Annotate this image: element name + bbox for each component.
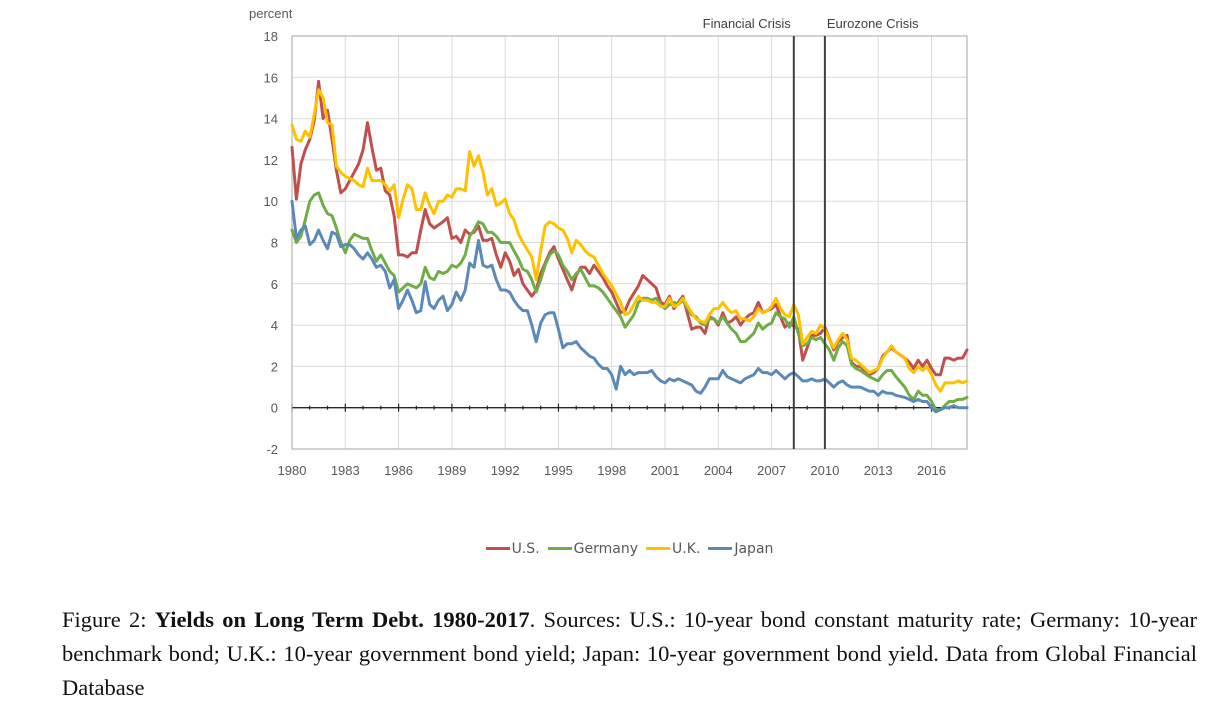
x-tick-label: 1989 — [437, 463, 466, 478]
x-tick-label: 2013 — [864, 463, 893, 478]
legend-swatch — [547, 547, 572, 550]
gridlines — [291, 35, 967, 450]
y-tick-label: 10 — [264, 194, 278, 209]
x-tick-label: 1983 — [331, 463, 360, 478]
series-line-uk — [290, 88, 969, 393]
series-line-us — [290, 79, 969, 377]
y-axis-ticks: -2 0 2 4 6 8 10 12 14 16 18 — [264, 29, 278, 457]
x-tick-label: 1986 — [384, 463, 413, 478]
x-tick-label: 2007 — [757, 463, 786, 478]
y-tick-label: 8 — [271, 236, 278, 251]
series-layer — [290, 79, 969, 414]
x-tick-label: 1998 — [597, 463, 626, 478]
series-line-japan — [290, 199, 969, 414]
y-tick-label: 6 — [271, 277, 278, 292]
x-tick-label: 1995 — [544, 463, 573, 478]
x-tick-label: 2016 — [917, 463, 946, 478]
legend-swatch — [708, 547, 733, 550]
y-tick-label: 14 — [264, 112, 278, 127]
caption-title: Yields on Long Term Debt. 1980-2017 — [154, 607, 530, 632]
caption-body: . Sources: U.S.: 10-year bond constant m… — [62, 607, 1197, 700]
legend-label: U.S. — [511, 540, 540, 557]
legend-item: Japan — [708, 541, 773, 557]
y-tick-label: 16 — [264, 70, 278, 85]
event-markers: Financial Crisis Eurozone Crisis — [703, 16, 919, 449]
x-tick-label: 1980 — [278, 463, 307, 478]
legend-swatch — [485, 547, 510, 550]
legend: U.S. Germany U.K. Japan — [0, 538, 1219, 557]
x-axis-ticks: 1980 1983 1986 1989 1992 1995 1998 2001 2004 2007… — [278, 463, 946, 478]
legend-item: U.S. — [485, 540, 540, 557]
x-tick-label: 2004 — [704, 463, 733, 478]
x-tick-label: 2010 — [810, 463, 839, 478]
x-tick-label: 1992 — [491, 463, 520, 478]
y-tick-label: 18 — [264, 29, 278, 44]
x-axis-zero-line — [291, 403, 968, 412]
caption-prefix: Figure 2: — [62, 607, 155, 632]
y-tick-label: 12 — [264, 153, 278, 168]
legend-label: Germany — [573, 540, 639, 557]
legend-item: U.K. — [646, 541, 700, 557]
x-tick-label: 2001 — [651, 463, 680, 478]
y-tick-label: 0 — [271, 401, 278, 416]
legend-item: Germany — [547, 540, 639, 557]
y-tick-label: 2 — [271, 359, 278, 374]
legend-label: Japan — [734, 540, 774, 557]
y-axis-label: percent — [249, 6, 293, 21]
y-tick-label: -2 — [266, 442, 278, 457]
plot-border — [291, 35, 968, 450]
legend-label: U.K. — [672, 540, 701, 557]
legend-swatch — [646, 547, 671, 550]
event-label: Eurozone Crisis — [827, 16, 919, 31]
figure-caption: Figure 2: Yields on Long Term Debt. 1980… — [62, 603, 1197, 705]
event-label: Financial Crisis — [703, 16, 792, 31]
plot-frame — [291, 35, 968, 450]
line-chart: Financial Crisis Eurozone Crisis -2 0 2 4 6 8 1… — [249, 6, 969, 478]
y-tick-label: 4 — [271, 318, 278, 333]
